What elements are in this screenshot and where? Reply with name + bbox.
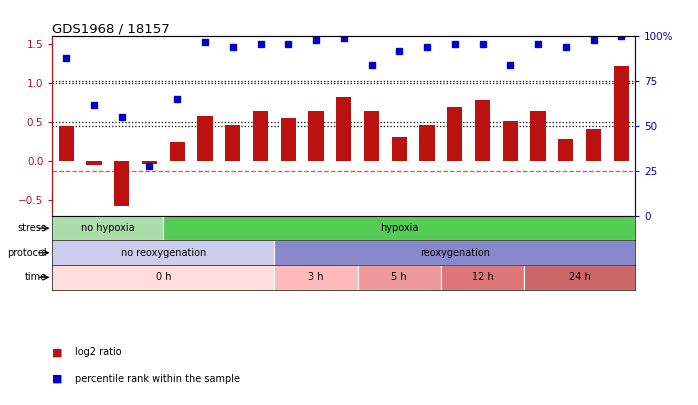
Bar bbox=[59, 126, 74, 161]
Bar bbox=[392, 137, 407, 161]
Bar bbox=[336, 97, 351, 161]
Bar bbox=[253, 111, 268, 161]
Bar bbox=[419, 126, 435, 161]
Bar bbox=[475, 100, 490, 161]
Bar bbox=[274, 241, 635, 265]
Bar bbox=[52, 265, 274, 290]
Text: hypoxia: hypoxia bbox=[380, 223, 419, 233]
Bar bbox=[309, 111, 324, 161]
Text: no reoxygenation: no reoxygenation bbox=[121, 248, 206, 258]
Text: 24 h: 24 h bbox=[569, 272, 591, 282]
Bar bbox=[52, 216, 163, 241]
Bar bbox=[142, 161, 157, 164]
Bar bbox=[558, 139, 574, 161]
Bar bbox=[52, 241, 274, 265]
Bar bbox=[274, 265, 357, 290]
Bar bbox=[163, 216, 635, 241]
Bar bbox=[225, 125, 240, 161]
Bar bbox=[586, 129, 601, 161]
Text: ■: ■ bbox=[52, 347, 63, 357]
Text: percentile rank within the sample: percentile rank within the sample bbox=[75, 374, 240, 384]
Bar bbox=[357, 265, 441, 290]
Bar bbox=[170, 142, 185, 161]
Text: ■: ■ bbox=[52, 374, 63, 384]
Bar bbox=[447, 107, 462, 161]
Text: time: time bbox=[24, 272, 47, 282]
Bar bbox=[198, 116, 213, 161]
Text: protocol: protocol bbox=[7, 248, 47, 258]
Text: 12 h: 12 h bbox=[472, 272, 493, 282]
Bar bbox=[114, 161, 129, 206]
Text: 0 h: 0 h bbox=[156, 272, 171, 282]
Bar bbox=[530, 111, 546, 161]
Text: reoxygenation: reoxygenation bbox=[419, 248, 490, 258]
Text: no hypoxia: no hypoxia bbox=[81, 223, 135, 233]
Bar bbox=[614, 66, 629, 161]
Bar bbox=[441, 265, 524, 290]
Bar bbox=[87, 161, 102, 165]
Bar bbox=[503, 122, 518, 161]
Bar bbox=[281, 118, 296, 161]
Text: 5 h: 5 h bbox=[392, 272, 407, 282]
Bar bbox=[364, 111, 379, 161]
Text: stress: stress bbox=[17, 223, 47, 233]
Text: log2 ratio: log2 ratio bbox=[75, 347, 122, 357]
Text: 3 h: 3 h bbox=[309, 272, 324, 282]
Bar bbox=[524, 265, 635, 290]
Text: GDS1968 / 18157: GDS1968 / 18157 bbox=[52, 22, 170, 35]
